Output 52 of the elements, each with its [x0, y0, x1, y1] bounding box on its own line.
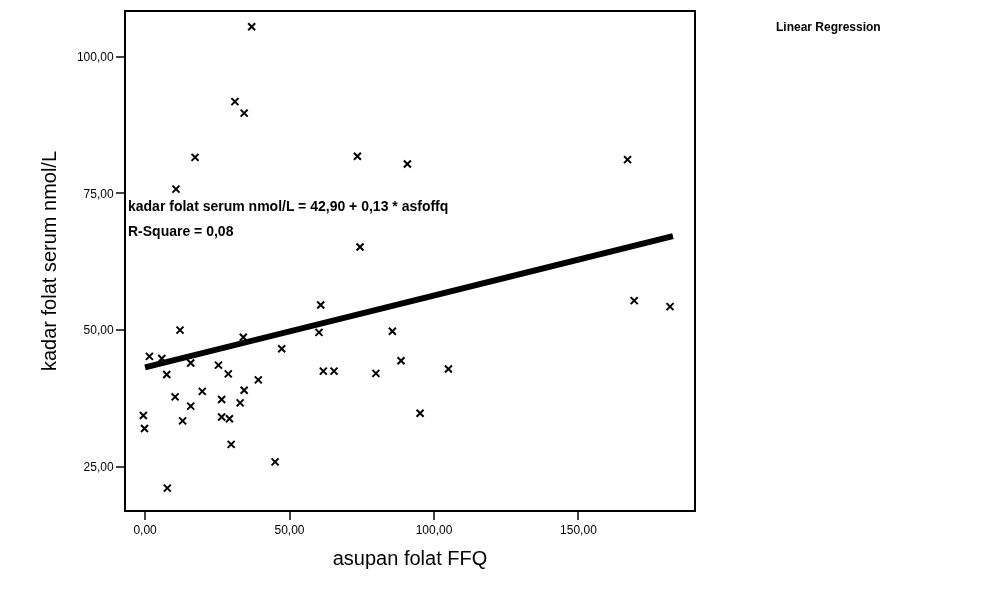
point: [239, 385, 249, 395]
point: [170, 392, 180, 402]
point: [226, 439, 236, 449]
point: [402, 159, 412, 169]
point: [162, 483, 172, 493]
point: [396, 356, 406, 366]
text: Linear Regression: [776, 20, 881, 34]
point: [623, 155, 633, 165]
point: [171, 184, 181, 194]
x-tick-label: 0,00: [133, 523, 158, 538]
point: [186, 401, 196, 411]
point: [217, 395, 227, 405]
y-tick-label: 75,00: [83, 186, 114, 201]
point: [139, 424, 149, 434]
point: [230, 97, 240, 107]
point: [270, 457, 280, 467]
point: [239, 108, 249, 118]
point: [443, 364, 453, 374]
point: [213, 360, 223, 370]
x-tick-label: 50,00: [274, 523, 305, 538]
point: [629, 296, 639, 306]
point: [387, 326, 397, 336]
point: [355, 242, 365, 252]
y-tick-label: 50,00: [83, 323, 114, 338]
annotation: kadar folat serum nmol/L = 42,90 + 0,13 * asfoffq: [128, 198, 449, 214]
point: [144, 351, 154, 361]
point: [162, 369, 172, 379]
point: [197, 386, 207, 396]
point: [247, 22, 257, 32]
x-axis-title: asupan folat FFQ: [332, 547, 488, 570]
point: [178, 416, 188, 426]
point: [190, 152, 200, 162]
point: [175, 325, 185, 335]
annotation: R-Square = 0,08: [128, 223, 234, 239]
y-tick-label: 100,00: [76, 50, 114, 65]
point: [235, 398, 245, 408]
point: [238, 332, 248, 342]
point: [277, 344, 287, 354]
point: [415, 408, 425, 418]
x-tick-label: 150,00: [560, 523, 598, 538]
point: [352, 151, 362, 161]
y-tick-label: 25,00: [83, 460, 114, 475]
point: [314, 327, 324, 337]
point: [665, 302, 675, 312]
x-tick-label: 100,00: [415, 523, 453, 538]
point: [316, 300, 326, 310]
y-axis-title: kadar folat serum nmol/L: [37, 150, 60, 372]
point: [186, 358, 196, 368]
point: [223, 369, 233, 379]
point: [371, 368, 381, 378]
point: [253, 375, 263, 385]
point: [138, 410, 148, 420]
